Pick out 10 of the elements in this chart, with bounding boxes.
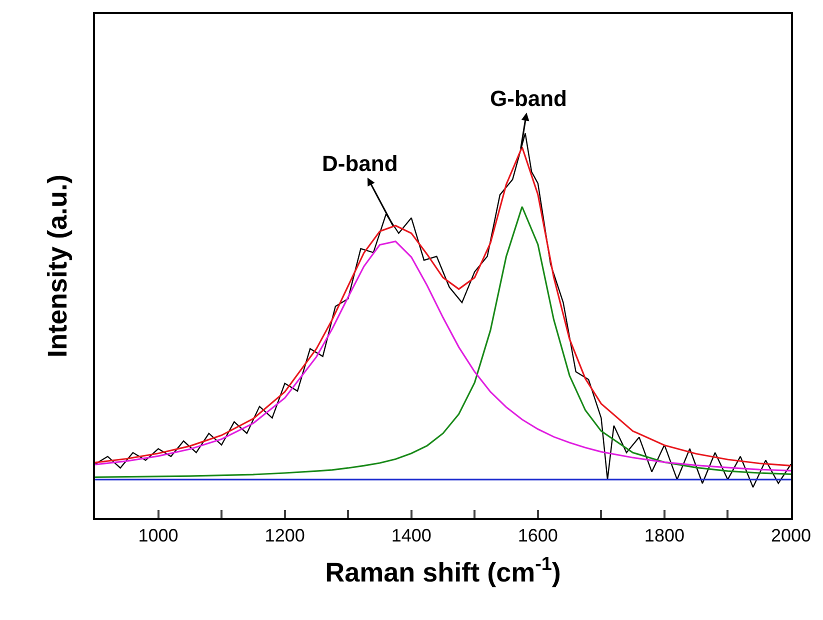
annotation: D-band [322,151,398,176]
y-axis-title: Intensity (a.u.) [42,174,73,358]
annotation: G-band [490,86,567,111]
x-tick-label: 1400 [391,526,432,546]
x-tick-label: 1000 [138,526,178,546]
x-tick-label: 2000 [770,526,812,546]
x-tick-label: 1600 [518,526,558,546]
x-tick-label: 1200 [264,526,305,546]
x-tick-label: 1800 [644,526,684,546]
x-axis-title: Raman shift (cm$^{-1}$) [325,554,561,588]
